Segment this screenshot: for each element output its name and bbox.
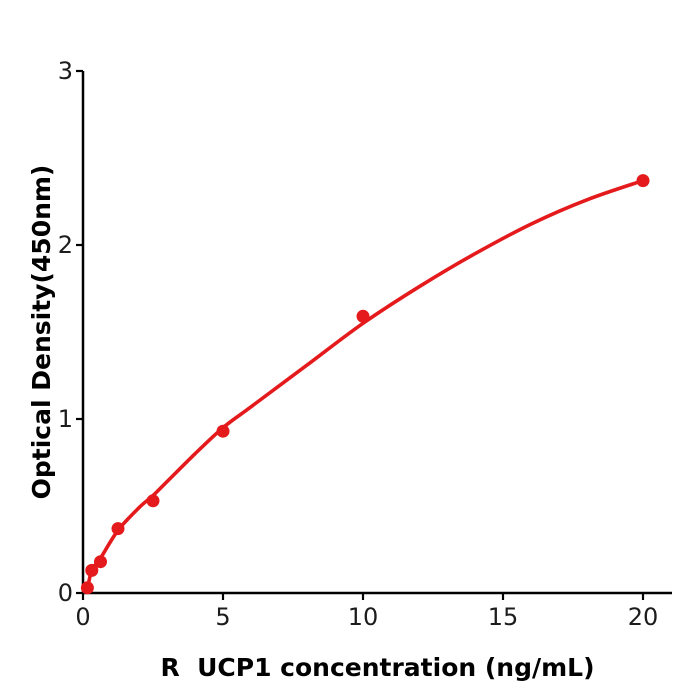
x-axis-title: R UCP1 concentration (ng/mL) [160,653,595,682]
y-tick-label: 2 [57,231,73,259]
y-axis-ticks [76,69,83,595]
y-tick-label: 3 [57,57,73,85]
y-tick-label: 0 [57,579,73,607]
y-tick-label: 1 [57,405,73,433]
data-points-group [80,174,650,595]
x-tick-label: 15 [487,603,519,631]
data-point [111,522,125,536]
fit-curve-line [85,178,645,592]
data-point [356,309,370,323]
data-point [216,424,230,438]
data-point [80,581,94,595]
data-point [94,555,107,569]
data-point [146,494,160,508]
data-point [85,563,99,577]
data-point [636,174,650,188]
x-tick-label: 5 [215,603,231,631]
x-tick-label: 10 [347,603,379,631]
y-axis-title: Optical Density(450nm) [27,164,56,500]
x-tick-label: 0 [75,603,91,631]
x-tick-label: 20 [627,603,659,631]
x-axis-ticks [81,593,645,600]
